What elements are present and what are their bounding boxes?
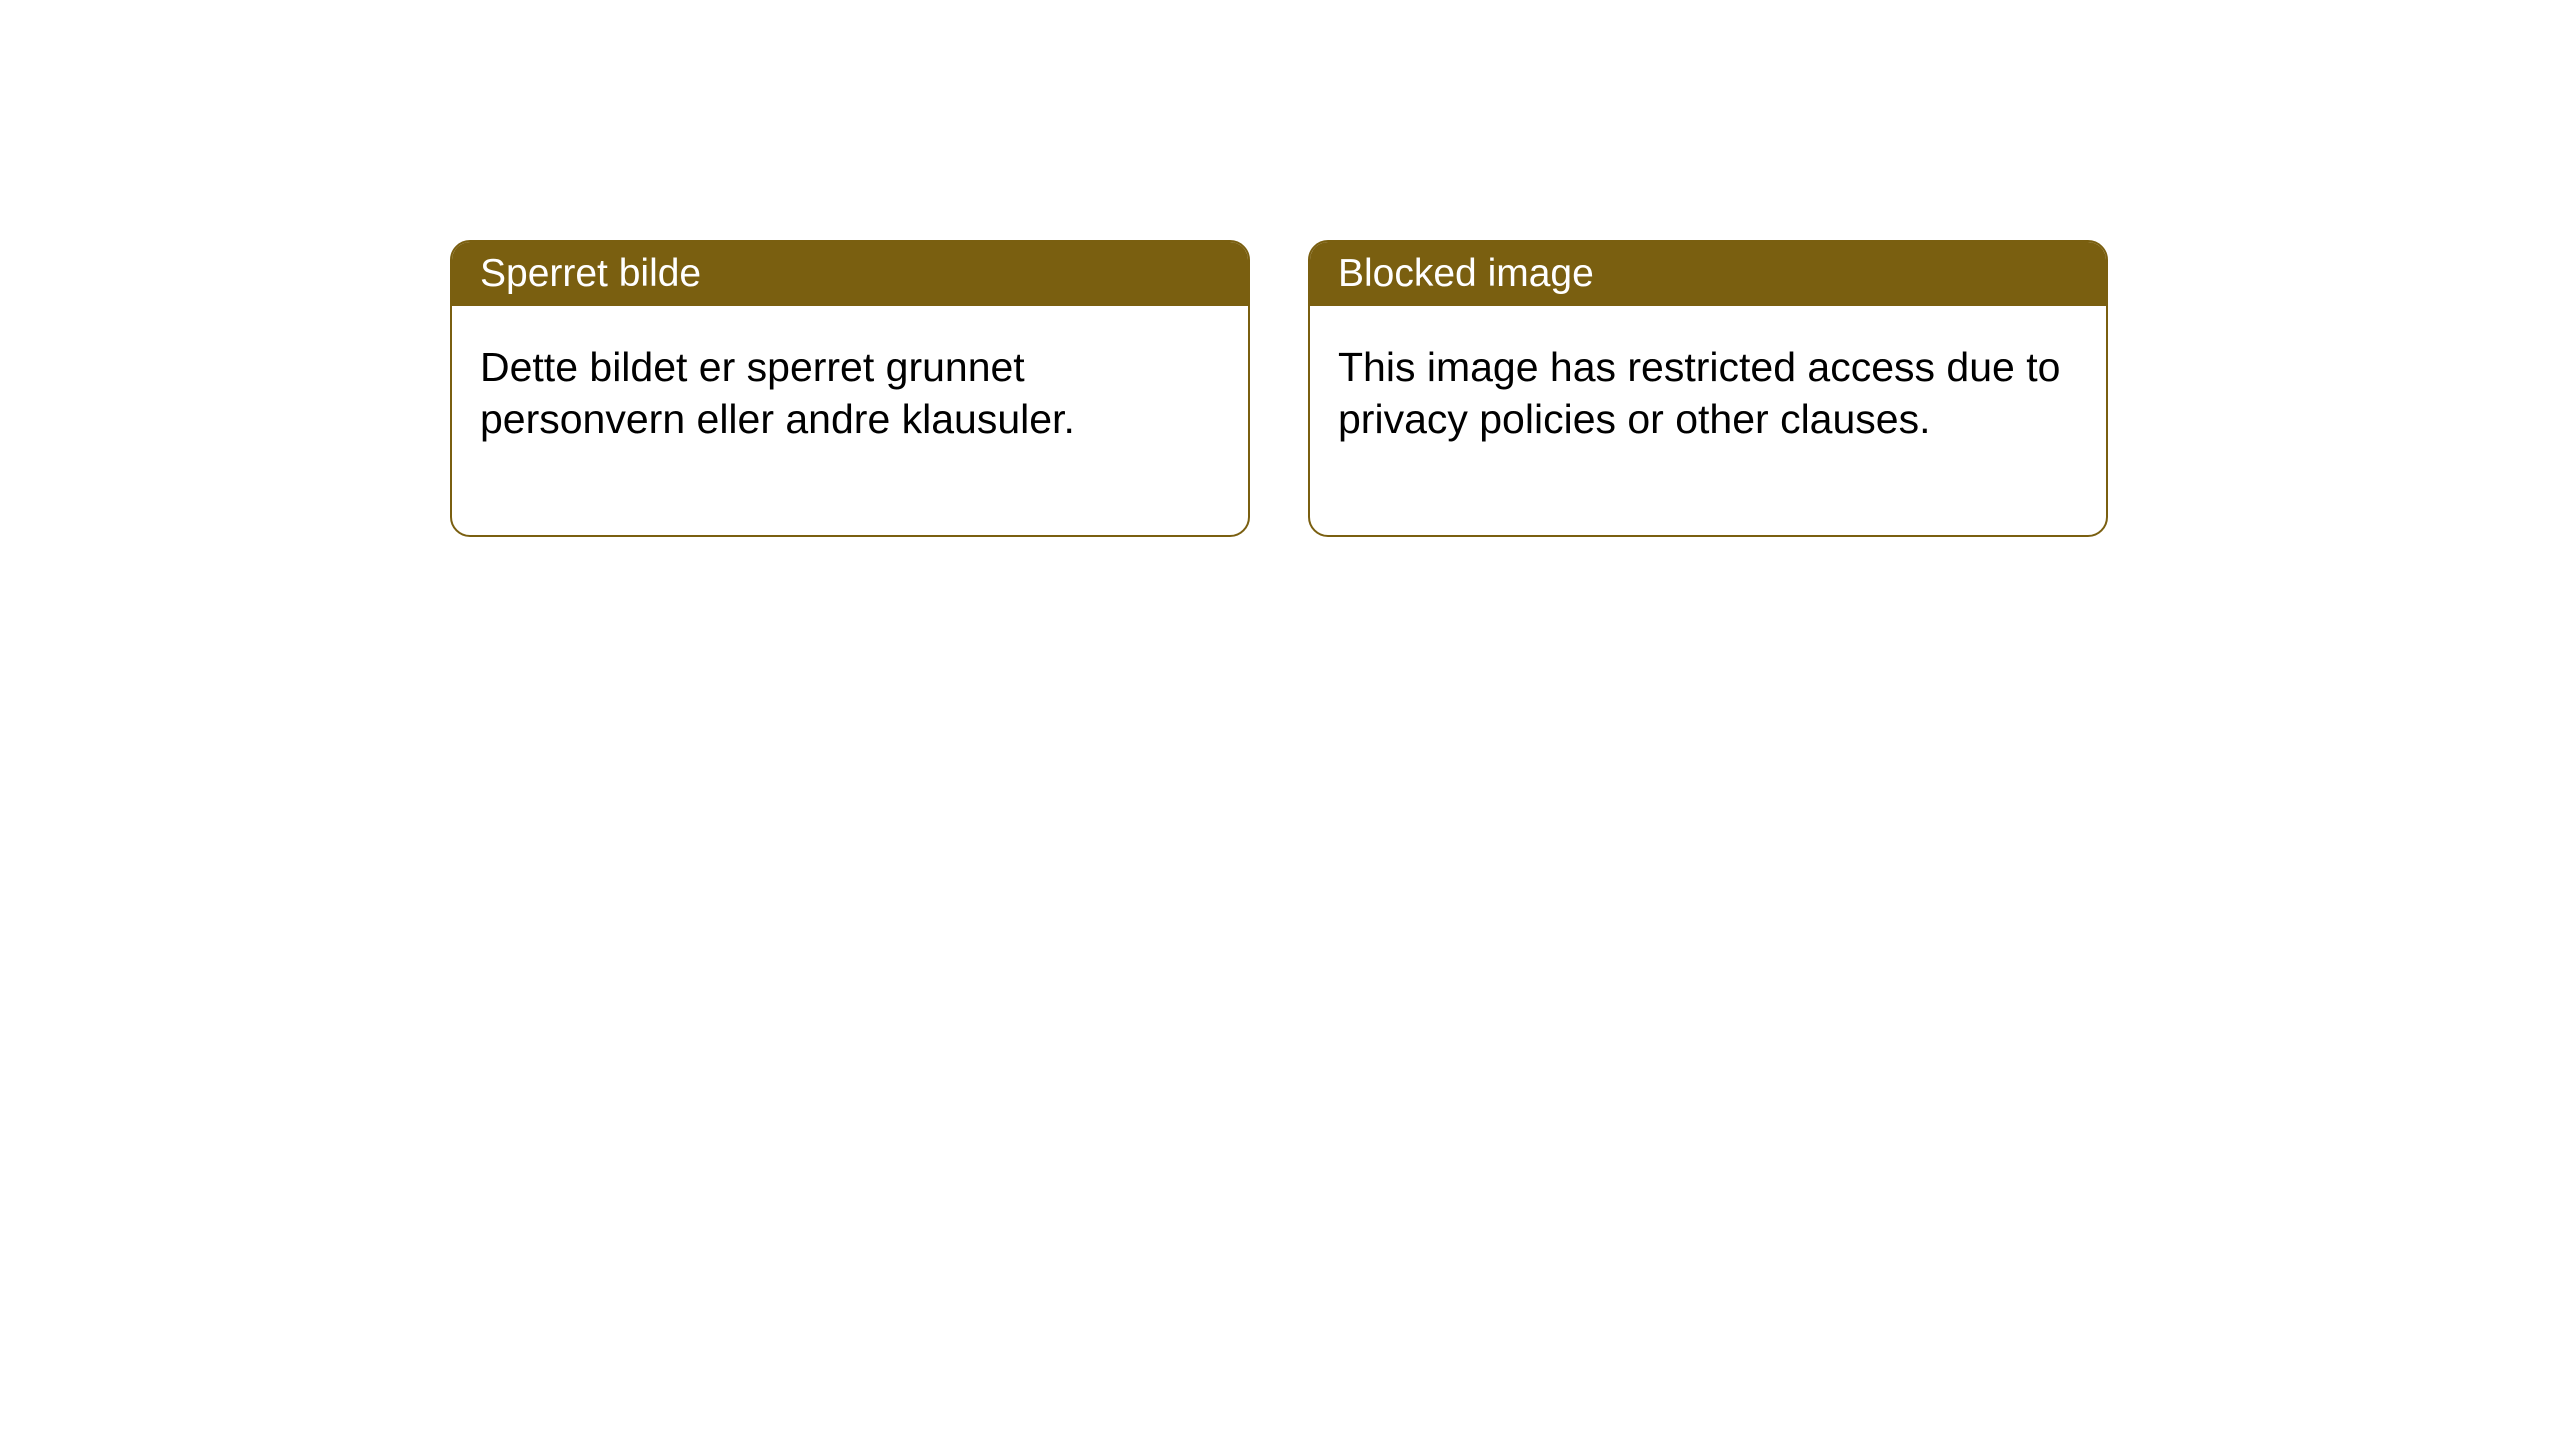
notice-card-english: Blocked image This image has restricted …	[1308, 240, 2108, 537]
notice-body: Dette bildet er sperret grunnet personve…	[452, 306, 1248, 535]
notice-header: Blocked image	[1310, 242, 2106, 306]
notice-card-norwegian: Sperret bilde Dette bildet er sperret gr…	[450, 240, 1250, 537]
notice-body-text: Dette bildet er sperret grunnet personve…	[480, 344, 1075, 442]
notice-body-text: This image has restricted access due to …	[1338, 344, 2060, 442]
notice-title: Sperret bilde	[480, 252, 701, 295]
notice-container: Sperret bilde Dette bildet er sperret gr…	[450, 240, 2108, 537]
notice-title: Blocked image	[1338, 252, 1594, 295]
notice-header: Sperret bilde	[452, 242, 1248, 306]
notice-body: This image has restricted access due to …	[1310, 306, 2106, 535]
